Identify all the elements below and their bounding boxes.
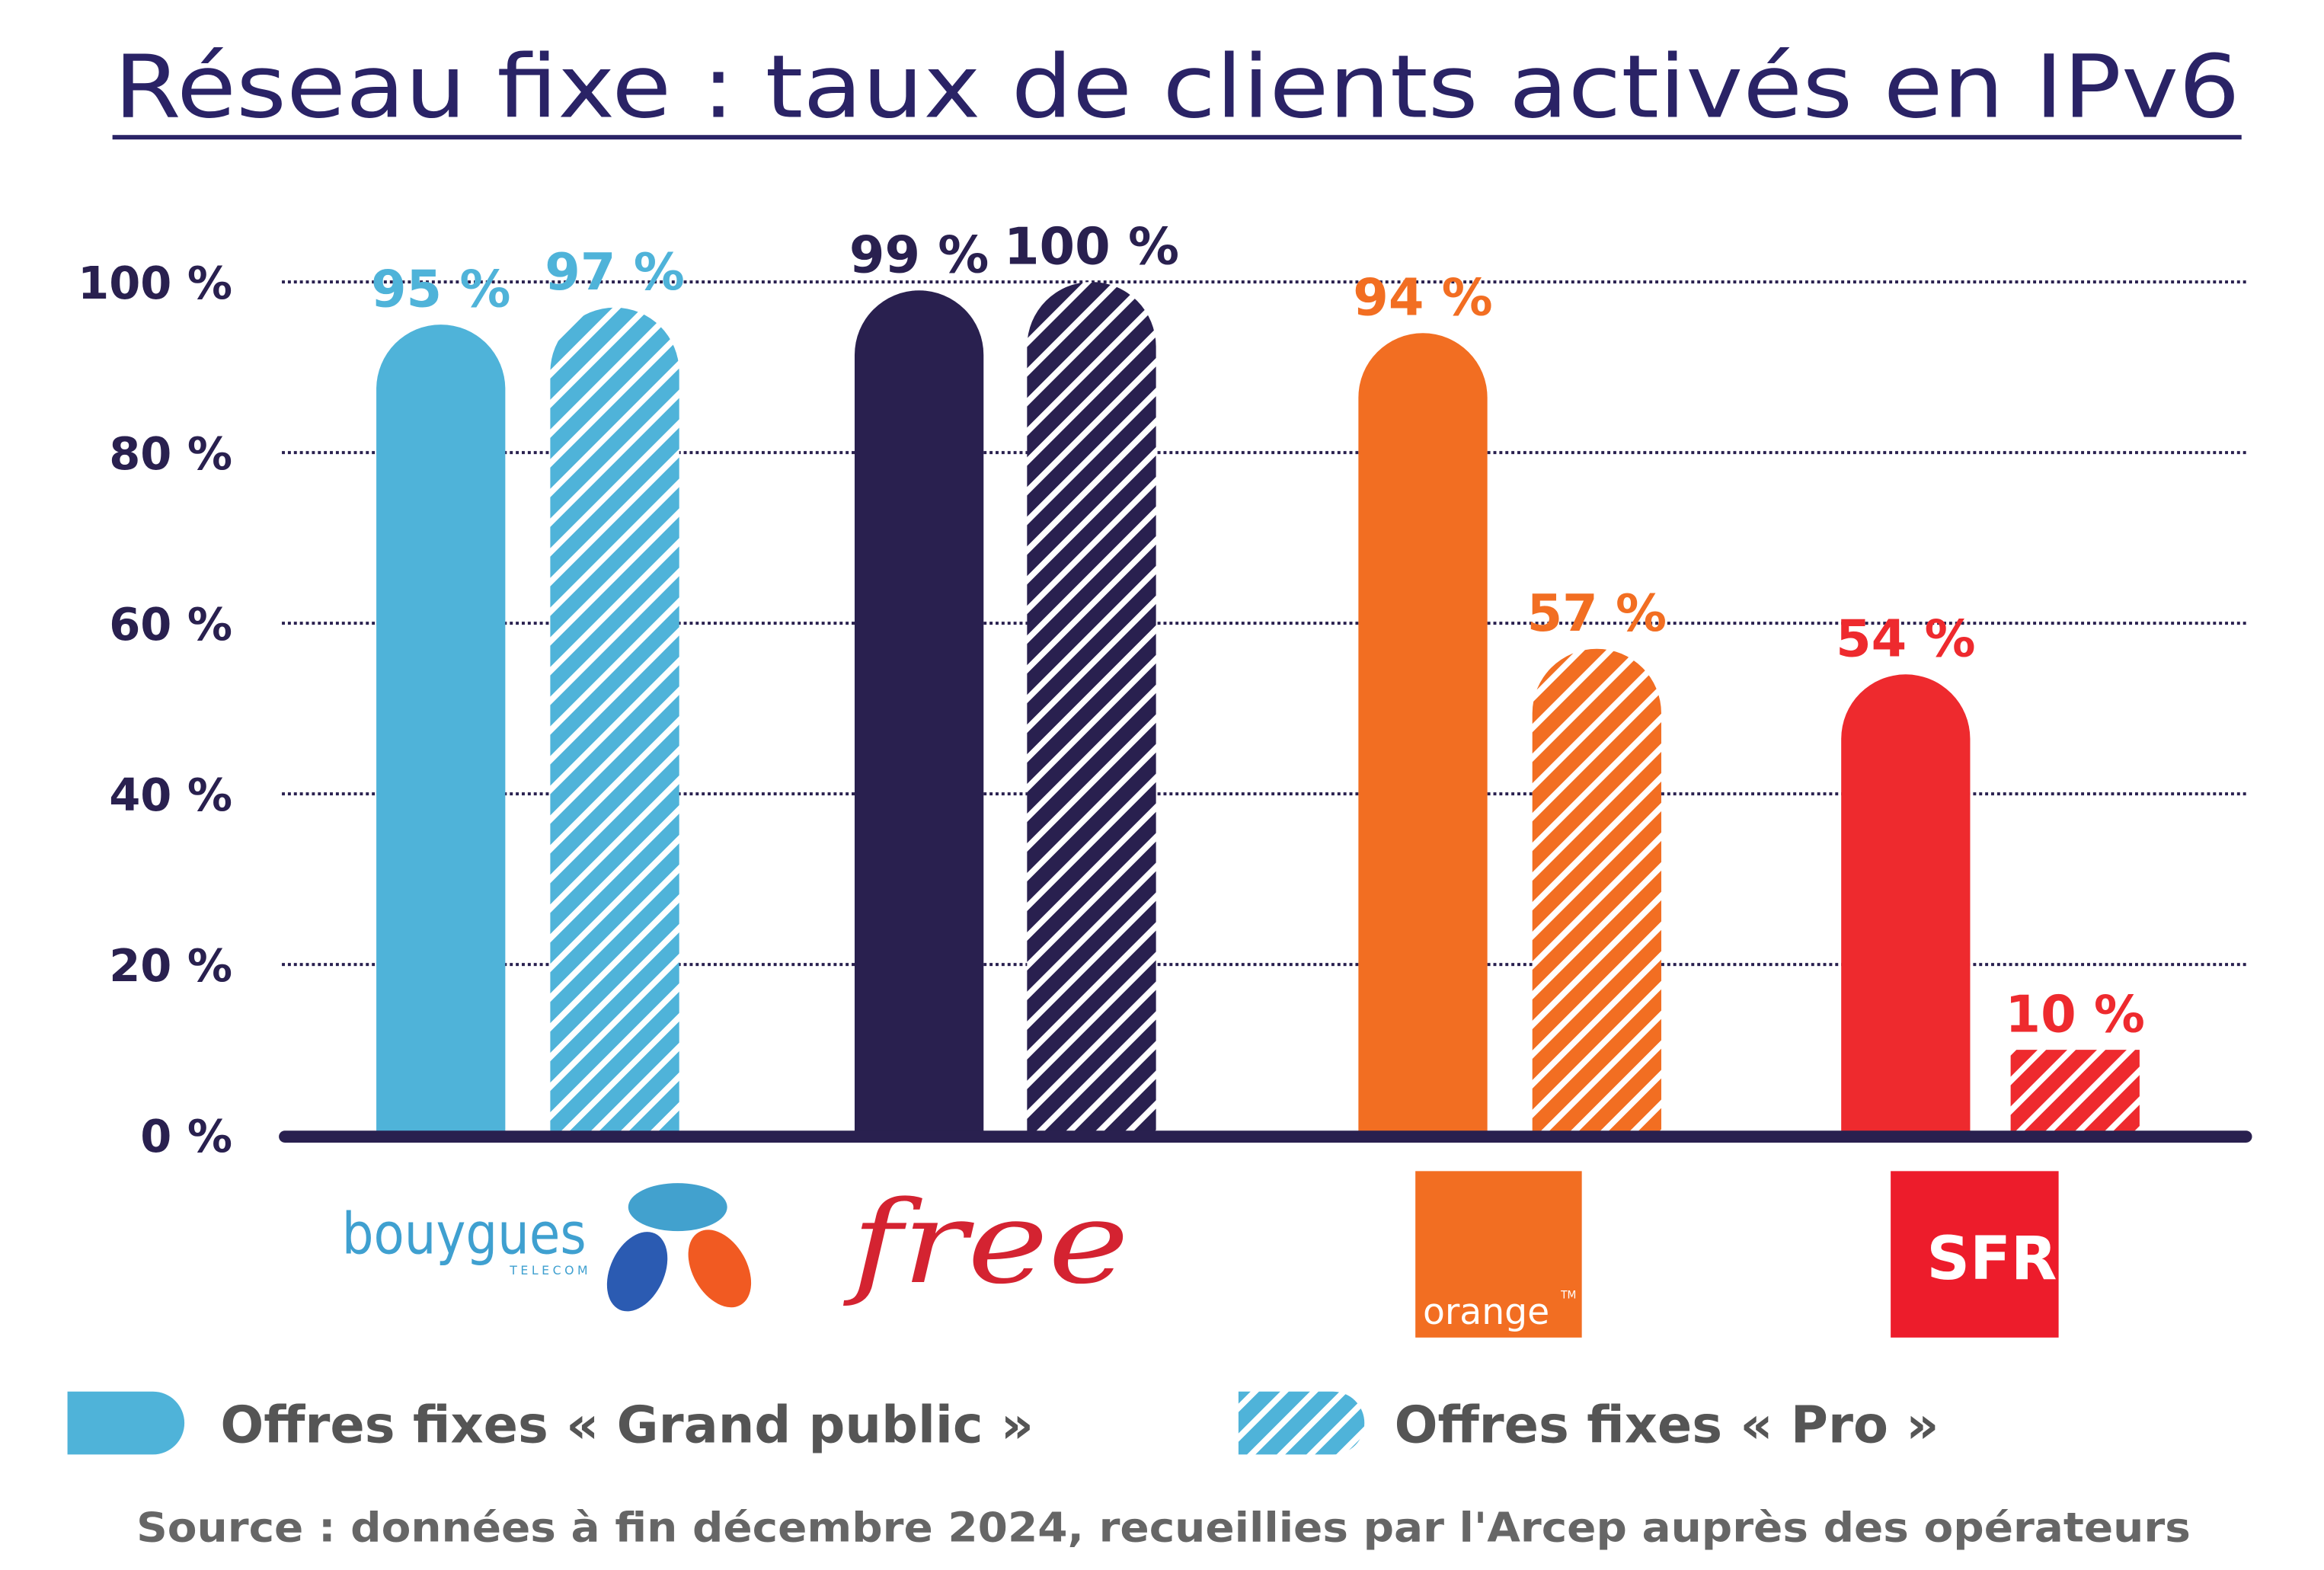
source-note: Source : données à fin décembre 2024, re… bbox=[136, 1504, 2191, 1552]
bars bbox=[376, 282, 2140, 1136]
svg-text:bouygues: bouygues bbox=[342, 1201, 587, 1268]
bar-sfr-pro bbox=[2010, 1050, 2140, 1136]
bar-bouygues-telecom-grand-public bbox=[376, 325, 506, 1136]
sfr-logo: SFR bbox=[1891, 1171, 2059, 1338]
y-axis-labels: 0 % 20 % 40 % 60 % 80 % 100 % bbox=[78, 257, 232, 1162]
svg-text:SFR: SFR bbox=[1926, 1223, 2057, 1293]
chart-title: Réseau fixe : taux de clients activés en… bbox=[114, 37, 2240, 138]
data-label: 95 % bbox=[371, 259, 510, 318]
y-tick-label: 20 % bbox=[109, 939, 232, 992]
y-tick-label: 100 % bbox=[78, 257, 232, 309]
data-label: 97 % bbox=[545, 242, 684, 302]
y-tick-label: 80 % bbox=[109, 427, 232, 480]
bar-free-grand-public bbox=[854, 290, 984, 1136]
free-logo: free bbox=[842, 1177, 1129, 1309]
svg-text:free: free bbox=[842, 1177, 1129, 1309]
data-label: 94 % bbox=[1353, 268, 1492, 328]
x-axis-line bbox=[279, 1130, 2252, 1143]
data-label: 100 % bbox=[1004, 216, 1179, 276]
svg-text:TM: TM bbox=[1560, 1290, 1576, 1302]
data-label: 10 % bbox=[2006, 984, 2145, 1044]
legend-swatch-grand-public bbox=[67, 1391, 185, 1455]
title-underline bbox=[112, 135, 2242, 140]
legend-label-pro: Offres fixes « Pro » bbox=[1395, 1396, 1939, 1455]
y-tick-label: 40 % bbox=[109, 769, 232, 821]
legend-swatch-pro bbox=[1238, 1391, 1365, 1455]
y-tick-label: 60 % bbox=[109, 598, 232, 651]
y-tick-label: 0 % bbox=[140, 1110, 232, 1162]
bar-sfr-grand-public bbox=[1841, 674, 1971, 1136]
legend-label-grand-public: Offres fixes « Grand public » bbox=[220, 1396, 1034, 1455]
bouygues-logo: bouygues TELECOM bbox=[342, 1183, 752, 1312]
orange-logo: orange TM bbox=[1415, 1171, 1582, 1338]
data-label: 54 % bbox=[1836, 609, 1975, 669]
svg-text:orange: orange bbox=[1423, 1291, 1549, 1333]
legend: Offres fixes « Grand public » Offres fix… bbox=[67, 1391, 1939, 1455]
bar-free-pro bbox=[1027, 282, 1156, 1136]
bar-orange-pro bbox=[1532, 648, 1661, 1136]
bar-orange-grand-public bbox=[1358, 333, 1488, 1136]
data-labels: 95 % 97 % 99 % 100 % 94 % 57 % 54 % 10 % bbox=[371, 216, 2145, 1044]
data-label: 57 % bbox=[1527, 584, 1667, 643]
data-label: 99 % bbox=[849, 225, 989, 285]
bar-bouygues-telecom-pro bbox=[550, 307, 679, 1136]
